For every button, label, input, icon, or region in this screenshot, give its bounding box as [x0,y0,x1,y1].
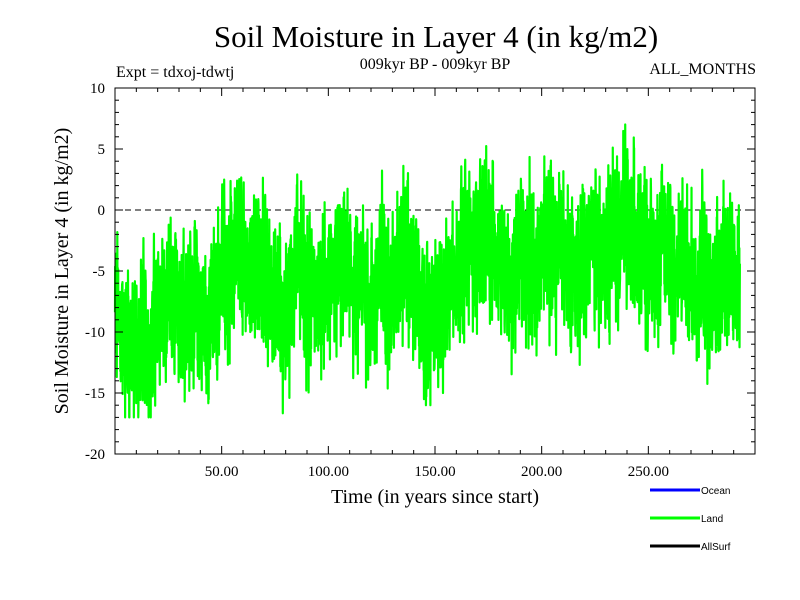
y-tick-label: 5 [98,142,106,158]
y-tick-label: -20 [85,447,105,463]
y-tick-label: -10 [85,325,105,341]
x-tick-label: 200.00 [521,464,562,480]
y-axis-label: Soil Moisture in Layer 4 (in kg/m2) [51,128,73,415]
y-tick-label: -15 [85,386,105,402]
x-tick-label: 250.00 [628,464,669,480]
x-tick-label: 150.00 [414,464,455,480]
experiment-label: Expt = tdxoj-tdwtj [116,64,234,81]
months-label: ALL_MONTHS [649,61,756,78]
plot-area [113,123,755,419]
x-tick-label: 50.00 [205,464,239,480]
chart-subtitle: 009kyr BP - 009kyr BP [360,56,511,73]
series-line-land [113,123,741,419]
axis-ticks: 50.00 100.00 150.00 200.00 250.00 -20 -15 -10 -5… [85,81,755,480]
legend-label-ocean: Ocean [701,486,730,497]
legend-label-land: Land [701,514,723,525]
y-tick-label: 10 [90,81,105,97]
legend-label-allsurf: AllSurf [701,542,731,553]
legend: Ocean Land AllSurf [650,486,731,553]
y-tick-label: -5 [93,264,106,280]
y-tick-label: 0 [98,203,106,219]
chart-title: Soil Moisture in Layer 4 (in kg/m2) [214,19,658,54]
x-tick-label: 100.00 [308,464,349,480]
x-axis-label: Time (in years since start) [331,486,539,508]
